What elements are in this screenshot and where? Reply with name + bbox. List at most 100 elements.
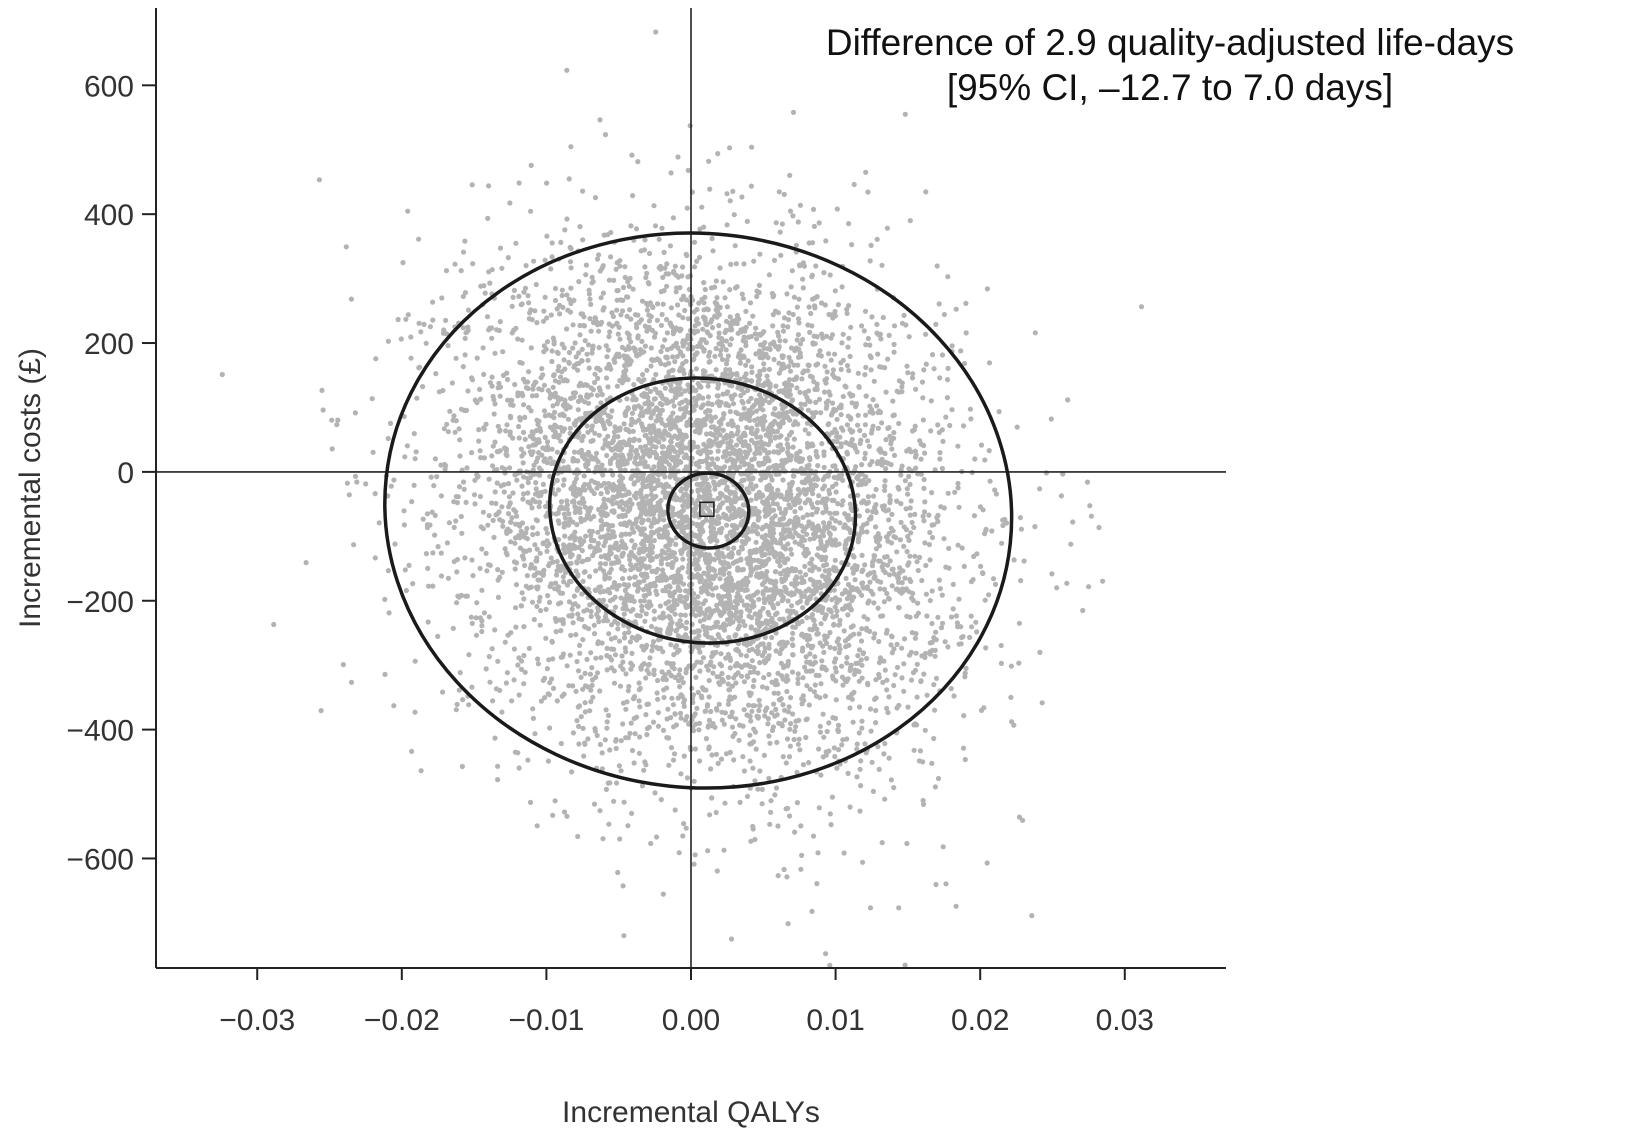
bootstrap-point: [769, 710, 775, 716]
bootstrap-point: [840, 331, 846, 337]
bootstrap-point: [569, 606, 575, 612]
bootstrap-point: [585, 357, 591, 363]
bootstrap-point: [752, 557, 758, 563]
bootstrap-point: [536, 490, 543, 496]
bootstrap-point: [891, 323, 898, 329]
bootstrap-point: [512, 749, 519, 755]
bootstrap-point: [544, 233, 550, 239]
bootstrap-point: [526, 585, 532, 591]
bootstrap-point: [927, 651, 934, 657]
bootstrap-point: [469, 684, 475, 690]
bootstrap-point: [534, 558, 540, 564]
bootstrap-point: [562, 550, 568, 556]
bootstrap-point: [831, 659, 838, 665]
bootstrap-point: [904, 548, 910, 555]
bootstrap-point: [499, 504, 505, 510]
bootstrap-point: [779, 221, 786, 227]
bootstrap-point: [767, 740, 773, 746]
bootstrap-point: [660, 344, 666, 350]
bootstrap-point: [627, 307, 633, 313]
bootstrap-point: [920, 801, 927, 808]
bootstrap-point: [582, 700, 588, 706]
bootstrap-point: [868, 367, 874, 373]
bootstrap-point: [497, 687, 503, 694]
bootstrap-point: [812, 534, 819, 540]
bootstrap-point: [699, 204, 705, 210]
bootstrap-point: [615, 626, 621, 632]
bootstrap-point: [752, 611, 758, 617]
bootstrap-point: [651, 616, 658, 622]
bootstrap-point: [928, 428, 934, 434]
bootstrap-point: [552, 409, 558, 415]
bootstrap-point: [544, 530, 551, 536]
bootstrap-point: [521, 402, 527, 408]
bootstrap-point: [953, 903, 959, 909]
bootstrap-point: [662, 550, 668, 556]
bootstrap-point: [754, 293, 760, 300]
bootstrap-point: [830, 525, 836, 531]
bootstrap-point: [641, 598, 648, 604]
bootstrap-point: [564, 216, 570, 222]
bootstrap-point: [750, 683, 756, 690]
bootstrap-point: [569, 499, 576, 505]
bootstrap-point: [598, 491, 604, 497]
bootstrap-point: [967, 634, 973, 641]
bootstrap-point: [610, 596, 616, 602]
bootstrap-point: [761, 675, 767, 681]
bootstrap-point: [672, 711, 678, 717]
bootstrap-point: [787, 208, 794, 214]
bootstrap-point: [575, 367, 581, 373]
bootstrap-point: [807, 668, 813, 674]
bootstrap-point: [717, 527, 723, 533]
bootstrap-point: [585, 736, 591, 742]
bootstrap-point: [752, 729, 759, 735]
bootstrap-point: [933, 675, 940, 682]
bootstrap-point: [873, 707, 879, 714]
bootstrap-point: [624, 362, 631, 368]
bootstrap-point: [618, 492, 624, 498]
bootstrap-point: [582, 740, 588, 746]
bootstrap-point: [863, 342, 869, 348]
bootstrap-point: [554, 477, 560, 484]
bootstrap-point: [219, 371, 225, 378]
bootstrap-point: [834, 608, 840, 614]
bootstrap-point: [875, 578, 881, 584]
bootstrap-point: [665, 706, 671, 712]
bootstrap-point: [572, 529, 578, 535]
bootstrap-point: [798, 866, 804, 872]
bootstrap-point: [597, 688, 603, 694]
bootstrap-point: [739, 546, 745, 552]
bootstrap-point: [918, 456, 924, 462]
bootstrap-point: [561, 477, 567, 483]
bootstrap-point: [858, 758, 864, 764]
bootstrap-point: [785, 921, 791, 927]
bootstrap-point: [943, 881, 949, 887]
bootstrap-point: [714, 674, 720, 680]
bootstrap-point: [587, 296, 593, 302]
bootstrap-point: [614, 383, 621, 389]
bootstrap-point: [701, 348, 707, 354]
bootstrap-point: [636, 417, 642, 423]
bootstrap-point: [598, 509, 604, 515]
bootstrap-point: [996, 409, 1002, 415]
bootstrap-point: [696, 464, 702, 470]
bootstrap-point: [879, 420, 885, 426]
bootstrap-point: [899, 384, 905, 390]
bootstrap-point: [816, 746, 822, 752]
bootstrap-point: [832, 604, 838, 610]
bootstrap-point: [490, 463, 496, 469]
bootstrap-point: [761, 658, 767, 664]
bootstrap-point: [901, 688, 907, 694]
bootstrap-point: [719, 338, 725, 344]
bootstrap-point: [766, 366, 773, 372]
bootstrap-point: [549, 240, 555, 246]
bootstrap-point: [921, 518, 927, 524]
bootstrap-point: [395, 316, 401, 323]
bootstrap-point: [753, 495, 759, 502]
bootstrap-point: [710, 248, 716, 254]
bootstrap-point: [781, 866, 787, 873]
bootstrap-point: [445, 429, 451, 435]
bootstrap-point: [839, 284, 845, 290]
bootstrap-point: [775, 601, 781, 607]
bootstrap-point: [460, 364, 466, 370]
